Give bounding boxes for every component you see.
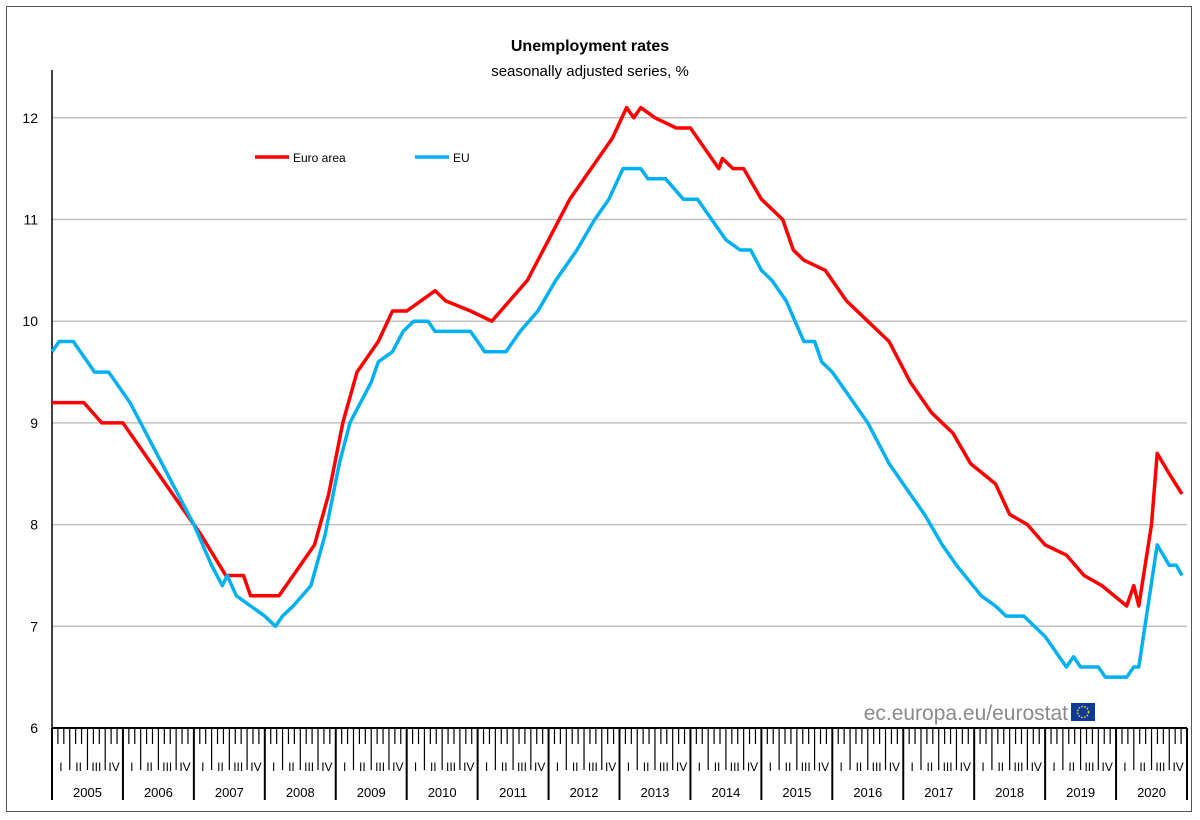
quarter-label: II (146, 760, 153, 774)
y-tick-label: 9 (30, 415, 38, 431)
quarter-label: III (1084, 760, 1094, 774)
quarter-label: III (943, 760, 953, 774)
quarter-label: IV (179, 760, 190, 774)
quarter-label: II (217, 760, 224, 774)
quarter-label: IV (250, 760, 261, 774)
chart-subtitle: seasonally adjusted series, % (491, 63, 689, 80)
year-label: 2016 (853, 785, 882, 800)
chart-title: Unemployment rates (511, 38, 669, 55)
legend-label: Euro area (293, 151, 346, 165)
quarter-label: IV (889, 760, 900, 774)
year-label: 2006 (144, 785, 173, 800)
quarter-label: I (910, 760, 913, 774)
quarter-label: III (162, 760, 172, 774)
y-tick-label: 10 (22, 313, 38, 329)
year-label: 2020 (1137, 785, 1166, 800)
year-label: 2011 (499, 785, 527, 800)
year-label: 2007 (215, 785, 244, 800)
quarter-label: II (572, 760, 579, 774)
quarter-label: I (556, 760, 559, 774)
quarter-label: IV (605, 760, 616, 774)
year-label: 2008 (286, 785, 315, 800)
quarter-label: III (1014, 760, 1024, 774)
year-label: 2010 (428, 785, 457, 800)
quarter-label: III (91, 760, 101, 774)
quarter-label: IV (108, 760, 119, 774)
quarter-label: IV (534, 760, 545, 774)
watermark-text: ec.europa.eu/eurostat (864, 702, 1068, 725)
eurostat-watermark: ec.europa.eu/eurostat (864, 702, 1095, 725)
quarter-label: III (446, 760, 456, 774)
quarter-label: IV (960, 760, 971, 774)
quarter-label: II (1139, 760, 1146, 774)
quarter-label: III (588, 760, 598, 774)
quarter-label: I (627, 760, 630, 774)
year-label: 2015 (782, 785, 811, 800)
quarter-label: II (75, 760, 82, 774)
quarter-label: IV (1031, 760, 1042, 774)
year-label: 2009 (357, 785, 386, 800)
series-line-euro-area (52, 105, 1184, 608)
year-label: 2013 (641, 785, 670, 800)
quarter-label: IV (818, 760, 829, 774)
year-label: 2018 (995, 785, 1024, 800)
y-tick-label: 7 (30, 618, 38, 634)
quarter-label: IV (463, 760, 474, 774)
quarter-label: II (714, 760, 721, 774)
y-tick-label: 6 (30, 720, 38, 736)
quarter-label: I (981, 760, 984, 774)
quarter-label: III (375, 760, 385, 774)
chart-frame (6, 6, 1192, 812)
series-line-eu (50, 166, 1184, 679)
quarter-label: III (659, 760, 669, 774)
y-tick-label: 11 (23, 212, 38, 228)
year-label: 2019 (1066, 785, 1095, 800)
quarter-label: III (730, 760, 740, 774)
quarter-label: II (359, 760, 366, 774)
quarter-label: I (1123, 760, 1126, 774)
quarter-label: II (288, 760, 295, 774)
quarter-label: I (343, 760, 346, 774)
quarter-label: III (872, 760, 882, 774)
quarter-label: II (430, 760, 437, 774)
quarter-label: III (801, 760, 811, 774)
quarter-label: I (272, 760, 275, 774)
quarter-label: II (643, 760, 650, 774)
quarter-label: II (1068, 760, 1075, 774)
quarter-label: I (59, 760, 62, 774)
quarter-label: IV (747, 760, 758, 774)
quarter-label: III (1155, 760, 1165, 774)
quarter-label: I (698, 760, 701, 774)
year-label: 2014 (711, 785, 740, 800)
quarter-label: III (233, 760, 243, 774)
quarter-label: IV (1102, 760, 1113, 774)
quarter-label: II (856, 760, 863, 774)
quarter-label: IV (321, 760, 332, 774)
quarter-label: II (785, 760, 792, 774)
quarter-label: II (927, 760, 934, 774)
quarter-label: I (485, 760, 488, 774)
quarter-label: II (997, 760, 1004, 774)
quarter-label: III (304, 760, 314, 774)
quarter-label: I (1052, 760, 1055, 774)
legend-label: EU (453, 151, 470, 165)
year-label: 2017 (924, 785, 953, 800)
y-tick-label: 12 (22, 110, 38, 126)
eu-stars-icon (1076, 705, 1090, 719)
quarter-label: I (414, 760, 417, 774)
quarter-label: IV (676, 760, 687, 774)
quarter-label: IV (392, 760, 403, 774)
quarter-label: I (130, 760, 133, 774)
year-label: 2012 (570, 785, 599, 800)
quarter-label: I (840, 760, 843, 774)
quarter-label: III (517, 760, 527, 774)
quarter-label: II (501, 760, 508, 774)
y-tick-label: 8 (30, 517, 38, 533)
quarter-label: I (769, 760, 772, 774)
quarter-label: IV (1172, 760, 1183, 774)
eu-flag-icon (1071, 703, 1095, 721)
quarter-label: I (201, 760, 204, 774)
year-label: 2005 (73, 785, 102, 800)
